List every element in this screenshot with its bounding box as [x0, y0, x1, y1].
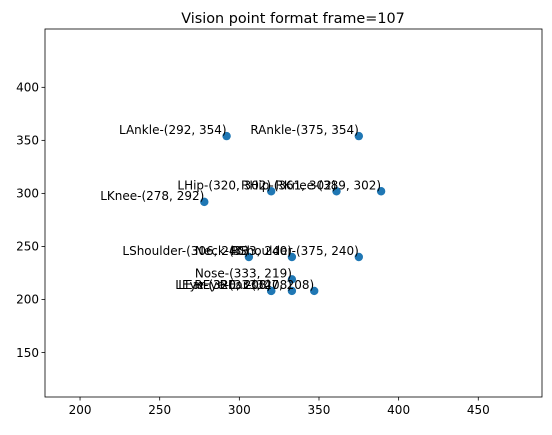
data-point [244, 252, 254, 262]
data-point [200, 197, 209, 207]
point-label: LAnkle-(292, 354) [119, 123, 227, 137]
data-point [287, 275, 297, 284]
x-tick-label: 250 [148, 403, 171, 417]
data-point [266, 187, 276, 196]
data-point [376, 187, 386, 196]
point-label: LKnee-(278, 292) [100, 189, 204, 203]
point-label: RHip-(361, 302) [241, 178, 336, 192]
chart-title: Vision point format frame=107 [181, 11, 405, 27]
data-point [310, 286, 319, 296]
point-label: REye-(333, 208) [194, 278, 292, 292]
point-label: Nose-(333, 219) [195, 266, 292, 280]
x-tick-label: 450 [467, 403, 490, 417]
y-tick-label: 350 [16, 134, 39, 148]
points-layer [200, 131, 386, 296]
x-tick-label: 300 [228, 403, 251, 417]
point-label: LHip-(320, 302) [177, 178, 271, 192]
data-point [354, 131, 364, 141]
point-label: RShoulder-(375, 240) [231, 244, 359, 258]
x-tick-label: 200 [69, 403, 92, 417]
x-tick-label: 400 [387, 403, 410, 417]
plot-area [45, 29, 542, 397]
axes-layer: 200 250 300 350 400 450 150 200 250 300 350 400 [16, 28, 543, 417]
y-tick-label: 250 [16, 240, 39, 254]
data-point [287, 252, 297, 262]
y-tick-label: 300 [16, 187, 39, 201]
labels-layer: LAnkle-(292, 354) RAnkle-(375, 354) LHip-(… [100, 123, 381, 292]
x-tick-label: 350 [308, 403, 331, 417]
point-label: LShoulder-(306, 240) [122, 244, 249, 258]
data-point [266, 286, 276, 296]
data-point [332, 187, 341, 196]
point-label: RAnkle-(375, 354) [250, 123, 358, 137]
point-label: RKnee-(389, 302) [275, 178, 381, 192]
y-tick-label: 150 [16, 346, 39, 360]
data-point [222, 131, 231, 141]
point-label: REar-(347, 208) [220, 278, 315, 292]
point-label: LEar-(320, 208) [178, 278, 271, 292]
y-tick-label: 200 [16, 293, 39, 307]
data-point [287, 286, 297, 296]
data-point [354, 252, 364, 262]
axes-frame [44, 28, 543, 398]
point-label: LEye-(320, 208) [175, 278, 271, 292]
point-label: Neck-(333, 240) [195, 244, 292, 258]
y-tick-label: 400 [16, 81, 39, 95]
